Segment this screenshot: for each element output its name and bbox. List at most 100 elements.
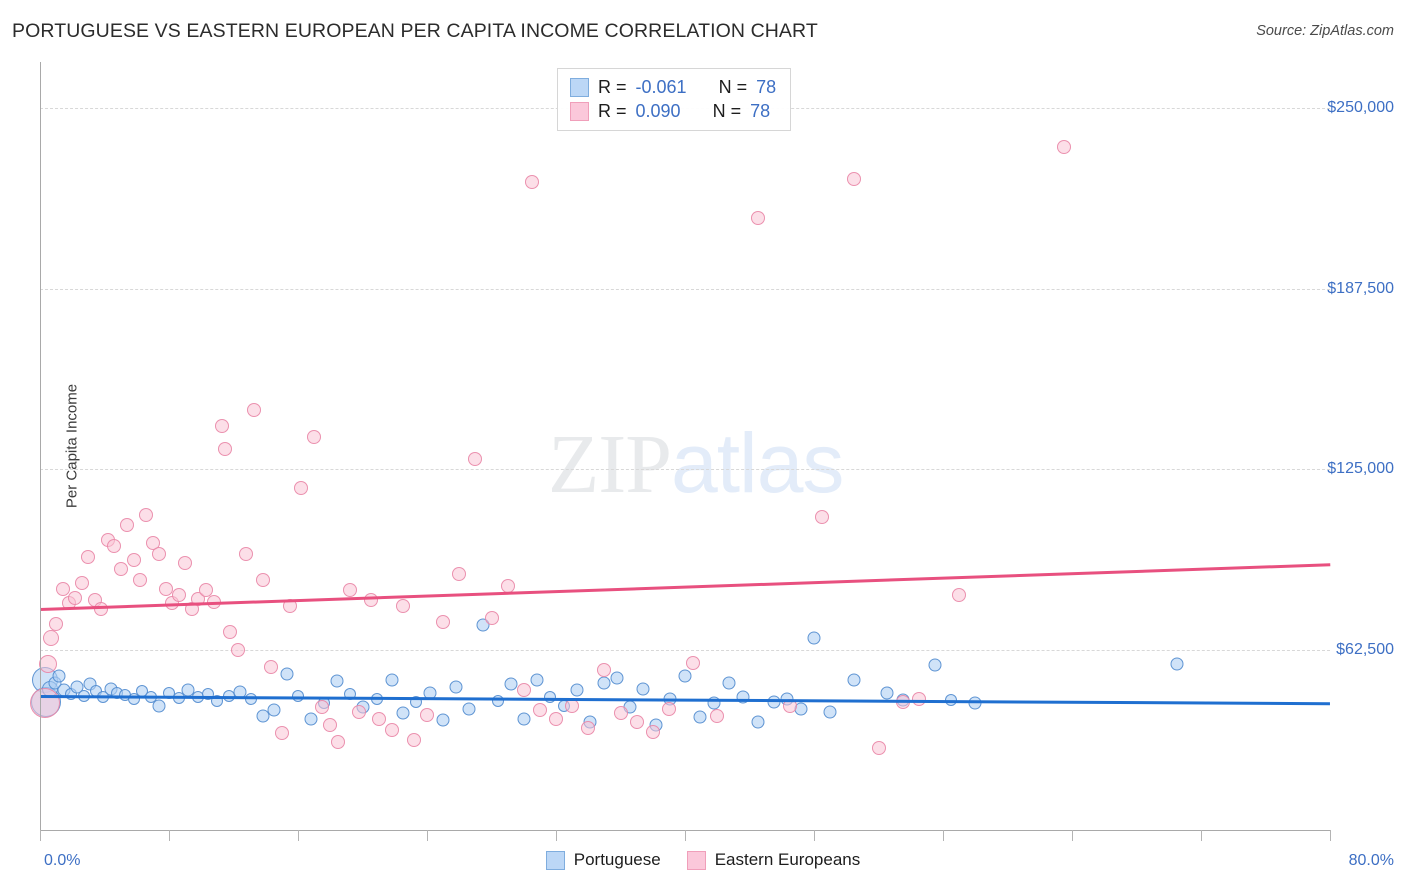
scatter-point [223,625,238,640]
x-axis-min-label: 0.0% [44,852,81,869]
scatter-point [96,691,109,704]
scatter-point [549,711,563,726]
scatter-point [94,602,109,617]
scatter-point [343,688,356,701]
gridline [40,649,1330,651]
scatter-point [352,704,367,719]
scatter-point [751,715,765,729]
scatter-point [233,685,247,699]
y-axis-tick-label: $62,500 [1336,640,1394,658]
scatter-point [39,654,58,673]
scatter-point [581,720,596,735]
scatter-point [363,593,378,608]
scatter-point [1056,140,1071,155]
scatter-point [636,682,650,696]
scatter-point [952,587,967,602]
scatter-point [847,673,861,687]
scatter-point [145,690,158,703]
x-axis-tick [1072,830,1073,841]
scatter-point [517,712,531,726]
scatter-point [282,599,297,614]
stats-row-portuguese: R = -0.061 N = 78 [570,77,776,98]
scatter-point [504,677,518,691]
legend-label-portuguese: Portuguese [573,850,661,869]
scatter-point [750,210,765,225]
scatter-point [245,693,258,706]
correlation-stats-box: R = -0.061 N = 78 R = 0.090 N = 78 [557,68,792,131]
scatter-point [500,579,515,594]
scatter-point [452,567,467,582]
scatter-point [423,686,437,700]
x-axis-max-label: 80.0% [1348,852,1394,869]
scatter-point [294,480,309,495]
scatter-point [81,550,96,565]
scatter-point [139,508,154,523]
scatter-point [256,709,270,723]
scatter-point [516,682,531,697]
scatter-point [629,714,644,729]
scatter-point [484,610,499,625]
n-label-eastern: N = [712,101,742,121]
scatter-point [543,691,556,704]
scatter-point [407,733,422,748]
scatter-point [491,694,504,707]
scatter-point [782,698,797,713]
scatter-point [274,726,289,741]
scatter-point [247,402,262,417]
scatter-point [331,734,346,749]
scatter-point [304,712,318,726]
page-title: PORTUGUESE VS EASTERN EUROPEAN PER CAPIT… [12,20,818,42]
scatter-point [722,676,736,690]
scatter-point [55,581,70,596]
scatter-point [570,683,584,697]
scatter-point [597,662,612,677]
n-label-portuguese: N = [718,77,748,97]
scatter-point [263,659,278,674]
scatter-point [29,687,60,718]
scatter-point [113,561,128,576]
scatter-point [215,418,230,433]
x-axis-tick [169,830,170,841]
x-axis-tick [943,830,944,841]
scatter-point [462,702,476,716]
scatter-point [436,713,450,727]
scatter-point [384,723,399,738]
swatch-eastern-europeans-icon [570,102,589,121]
y-axis-tick-label: $250,000 [1327,99,1394,117]
n-value-portuguese: 78 [756,77,777,97]
scatter-point [710,708,725,723]
r-label-eastern: R = [598,101,627,121]
legend-item-eastern-europeans[interactable]: Eastern Europeans [686,850,860,870]
x-axis-tick [1201,830,1202,841]
gridline [40,469,1330,471]
scatter-point [847,171,862,186]
legend-swatch-portuguese-icon [545,850,565,870]
scatter-point [420,707,434,722]
scatter-point [815,509,830,524]
scatter-point [342,583,357,598]
scatter-point [120,518,135,533]
scatter-point [532,703,547,718]
scatter-point [330,674,344,688]
scatter-point [686,655,701,670]
scatter-point [597,676,611,690]
legend-item-portuguese[interactable]: Portuguese [545,850,661,870]
scatter-point [524,174,539,189]
x-axis-tick [814,830,815,841]
scatter-point [280,667,294,681]
scatter-point [267,703,281,717]
scatter-point [255,573,270,588]
scatter-point [1170,657,1184,671]
scatter-point [126,553,141,568]
scatter-point [74,576,89,591]
legend-swatch-eastern-europeans-icon [686,850,706,870]
y-axis-line [40,62,41,830]
scatter-point [52,669,66,683]
scatter-point [610,671,624,685]
x-axis-tick [40,830,41,841]
scatter-point [172,691,185,704]
scatter-point [678,669,692,683]
scatter-point [968,696,982,710]
scatter-point [895,694,910,709]
